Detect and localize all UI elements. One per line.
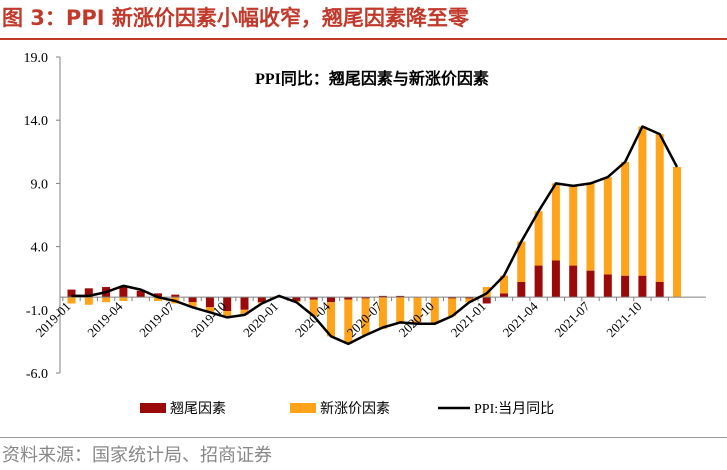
ppi-chart: PPI同比：翘尾因素与新涨价因素 19.014.09.04.0-1.0-6.0 … <box>24 51 706 417</box>
new-price-bar <box>188 302 197 308</box>
carryover-bar <box>655 281 664 298</box>
legend-ppi-label: PPI:当月同比 <box>474 401 554 417</box>
carryover-bar <box>517 281 526 298</box>
y-tick-label: 4.0 <box>31 241 49 256</box>
carryover-bar <box>327 297 335 303</box>
new-price-bar <box>673 166 681 298</box>
carryover-bar <box>586 270 595 298</box>
new-price-bar <box>205 307 214 313</box>
x-tick-label: 2021-07 <box>551 298 593 340</box>
carryover-bar <box>621 275 630 298</box>
new-price-bar <box>569 185 578 266</box>
ppi-line-layer <box>71 125 679 346</box>
new-price-bar <box>603 177 612 275</box>
new-price-bar <box>154 297 162 301</box>
legend-new-price-label: 新涨价因素 <box>320 401 390 417</box>
new-price-bar <box>638 126 647 276</box>
new-price-bar <box>344 299 353 344</box>
carryover-bar <box>257 297 266 303</box>
carryover-bar <box>119 285 128 298</box>
new-price-bar <box>655 134 664 282</box>
carryover-bar <box>205 297 214 308</box>
carryover-bar <box>465 297 474 299</box>
y-tick-label: -1.0 <box>26 304 48 319</box>
carryover-bar <box>378 295 387 298</box>
y-tick-label: 9.0 <box>31 177 49 192</box>
new-price-bar <box>361 298 370 336</box>
new-price-bar <box>102 297 111 303</box>
carryover-bar <box>292 297 301 301</box>
new-price-bar <box>430 297 439 324</box>
y-tick-label: 19.0 <box>24 51 49 66</box>
carryover-bar <box>188 297 197 303</box>
x-tick-label: 2021-04 <box>499 298 541 340</box>
new-price-bar <box>119 297 128 301</box>
x-tick-label: 2021-10 <box>603 299 644 340</box>
new-price-bar <box>621 161 630 276</box>
new-price-bar <box>378 297 387 329</box>
y-axis: 19.0 14.0 9.0 4.0 -1.0 -6.0 <box>24 51 61 382</box>
legend: 翘尾因素 新涨价因素 PPI:当月同比 <box>140 401 554 417</box>
source-note: 资料来源：国家统计局、招商证券 <box>2 445 272 466</box>
carryover-bar <box>638 275 647 298</box>
legend-carryover-swatch <box>140 403 166 413</box>
new-price-bar <box>223 311 232 318</box>
new-price-bar <box>84 297 93 305</box>
legend-carryover-label: 翘尾因素 <box>170 401 226 417</box>
figure-title: 图 3：PPI 新涨价因素小幅收窄，翘尾因素降至零 <box>2 6 469 30</box>
y-tick-label: 14.0 <box>24 114 49 129</box>
carryover-bar <box>534 265 543 298</box>
new-price-bar <box>448 298 457 317</box>
new-price-bar <box>396 297 405 324</box>
legend-new-price-swatch <box>290 403 316 413</box>
carryover-bar <box>84 288 93 298</box>
new-price-bar <box>413 297 422 324</box>
carryover-bar <box>67 289 76 298</box>
new-price-bar <box>500 275 508 294</box>
new-price-bar <box>327 302 335 337</box>
new-price-bar <box>309 299 318 317</box>
new-price-bar <box>67 297 76 304</box>
carryover-bar <box>603 274 612 298</box>
carryover-bar <box>551 260 560 298</box>
title-divider <box>0 38 727 40</box>
carryover-bar <box>361 297 370 299</box>
carryover-bar <box>396 295 405 298</box>
source-divider <box>0 437 727 438</box>
new-price-bar <box>465 298 474 303</box>
carryover-bar <box>223 297 232 312</box>
carryover-bar <box>569 265 578 298</box>
ppi-line <box>71 125 679 346</box>
new-price-bar <box>534 211 543 266</box>
carryover-bar <box>136 290 145 298</box>
bars <box>67 126 681 344</box>
carryover-bar <box>448 297 457 299</box>
carryover-bar <box>344 297 353 300</box>
carryover-bar <box>500 293 508 298</box>
carryover-bar <box>154 293 162 298</box>
new-price-bar <box>517 241 526 282</box>
carryover-bar <box>240 297 249 310</box>
new-price-bar <box>586 183 595 271</box>
carryover-bar <box>482 297 491 304</box>
carryover-bar <box>309 297 318 300</box>
y-tick-label: -6.0 <box>26 367 48 382</box>
chart-title: PPI同比：翘尾因素与新涨价因素 <box>255 69 489 88</box>
carryover-bar <box>171 294 180 298</box>
x-tick-label: 2019-07 <box>136 298 178 340</box>
new-price-bar <box>240 309 249 315</box>
new-price-bar <box>551 183 560 261</box>
